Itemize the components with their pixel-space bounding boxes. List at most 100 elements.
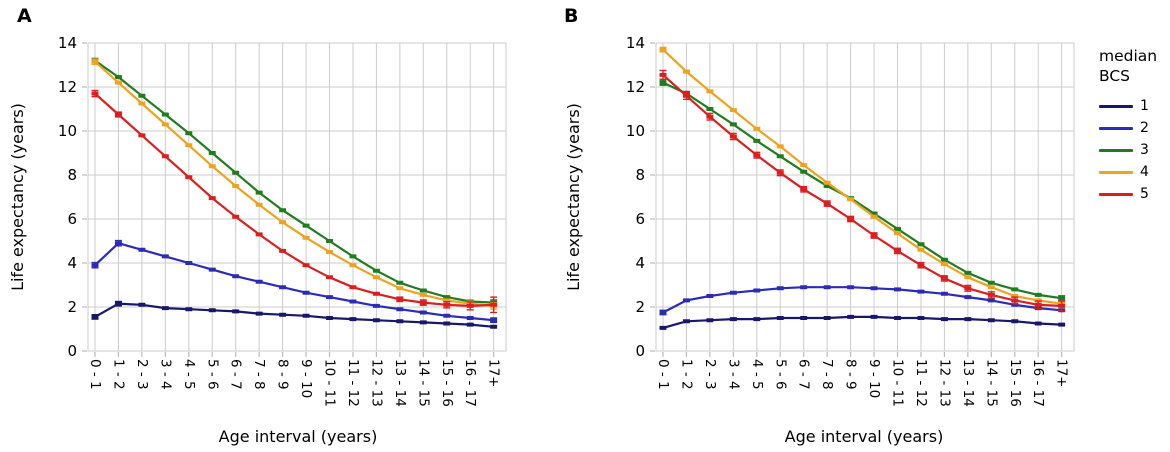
legend: median BCS 1 2 3 4 5: [1099, 46, 1170, 205]
x-tick-labels: 0 - 1 1 - 2 2 - 3 3 - 4 4 - 5 5 - 6 6 - 7 7 - 8…: [655, 352, 1070, 407]
data-point-marker: [372, 303, 380, 308]
series-line: [661, 315, 1063, 329]
y-axis-title-b: Life expectancy (years): [564, 103, 583, 291]
data-point-marker: [419, 300, 427, 305]
data-point-marker: [1034, 292, 1042, 297]
data-point-marker: [138, 101, 146, 106]
data-point-marker: [940, 257, 948, 262]
data-point-marker: [279, 248, 287, 253]
data-point-marker: [753, 288, 761, 293]
data-point-marker: [326, 275, 333, 280]
data-point-marker: [987, 285, 995, 290]
x-tick-label: 12 - 13: [368, 359, 384, 407]
data-point-marker: [208, 308, 216, 313]
y-tick-labels: 0 2 4 6 8 10 12 14: [626, 34, 655, 360]
data-point-marker: [847, 285, 855, 290]
series-line: [661, 48, 1063, 305]
series-bcs-3: [659, 79, 1066, 302]
data-point-marker: [466, 322, 474, 327]
data-point-marker: [138, 133, 146, 138]
x-tick-label: 4 - 5: [749, 359, 765, 390]
data-point-marker: [185, 307, 193, 312]
data-point-marker: [940, 291, 948, 296]
data-point-marker: [490, 302, 498, 307]
x-tick-label: 3 - 4: [157, 359, 173, 390]
data-point-marker: [302, 290, 310, 295]
data-point-marker: [847, 217, 855, 221]
data-point-marker: [823, 316, 831, 320]
series-bcs-4: [91, 58, 498, 310]
x-tick-label: 3 - 4: [725, 359, 741, 390]
x-tick-label: 10 - 11: [322, 359, 338, 407]
y-tick-labels: 0 2 4 6 8 10 12 14: [58, 34, 87, 360]
data-point-marker: [800, 187, 808, 192]
x-tick-label: 15 - 16: [439, 359, 455, 407]
data-point-marker: [91, 263, 99, 268]
data-point-marker: [396, 286, 404, 291]
data-point-marker: [255, 311, 263, 316]
y-tick-label: 14: [58, 34, 77, 52]
data-point-marker: [161, 306, 169, 311]
series-bcs-2: [659, 285, 1066, 316]
data-point-marker: [964, 275, 972, 280]
data-point-marker: [1058, 303, 1066, 308]
x-tick-label: 7 - 8: [819, 359, 835, 390]
data-point-marker: [279, 208, 287, 213]
data-point-marker: [208, 196, 216, 201]
plot-border: [87, 42, 507, 352]
x-tick-label: 14 - 15: [415, 359, 431, 407]
legend-entry-bcs-3: 3: [1099, 139, 1170, 161]
x-tick-label: 16 - 17: [462, 359, 478, 407]
legend-line-swatch-bcs-4: [1099, 170, 1133, 174]
data-point-marker: [753, 138, 761, 143]
legend-line-swatch-bcs-3: [1099, 148, 1133, 152]
y-tick-label: 4: [67, 254, 77, 272]
legend-entry-label: 1: [1140, 98, 1149, 114]
data-point-marker: [753, 126, 761, 131]
data-point-marker: [917, 316, 925, 320]
data-point-marker: [419, 310, 427, 315]
legend-entry-label: 4: [1140, 164, 1149, 180]
data-point-marker: [91, 91, 99, 96]
x-tick-label: 6 - 7: [796, 359, 812, 390]
x-tick-labels: 0 - 1 1 - 2 2 - 3 3 - 4 4 - 5 5 - 6 6 - 7 7 - 8…: [87, 352, 502, 407]
y-tick-label: 10: [626, 122, 645, 140]
data-point-marker: [894, 226, 901, 231]
data-point-marker: [232, 184, 240, 188]
legend-entry-bcs-2: 2: [1099, 117, 1170, 139]
x-tick-label: 17+: [486, 359, 502, 388]
data-point-marker: [232, 309, 240, 314]
data-point-marker: [823, 180, 831, 185]
data-point-marker: [682, 319, 690, 324]
y-tick-label: 14: [626, 34, 645, 52]
x-tick-label: 2 - 3: [702, 359, 718, 390]
data-point-marker: [490, 324, 498, 329]
data-point-marker: [396, 319, 404, 324]
data-point-marker: [302, 313, 310, 318]
data-point-marker: [114, 80, 122, 85]
x-tick-label: 6 - 7: [228, 359, 244, 390]
data-point-marker: [987, 318, 995, 323]
data-point-marker: [800, 316, 808, 320]
data-point-marker: [185, 131, 193, 136]
chart-a-plot: 0 2 4 6 8 10 12 14 0 - 1 1 - 2 2 - 3 3 - 4 4 - 5 5 - …: [58, 34, 507, 407]
data-point-marker: [114, 301, 122, 306]
x-tick-label: 17+: [1054, 359, 1070, 388]
data-point-marker: [940, 276, 948, 281]
series-line: [93, 92, 495, 307]
data-point-marker: [138, 302, 146, 307]
data-point-marker: [443, 295, 451, 300]
legend-line-swatch-bcs-2: [1099, 126, 1133, 130]
data-point-marker: [729, 134, 737, 139]
data-point-marker: [185, 261, 193, 265]
panel-b-label: B: [564, 5, 578, 27]
panel-a-label: A: [17, 5, 32, 27]
data-point-marker: [232, 214, 240, 219]
data-point-marker: [185, 143, 193, 148]
data-point-marker: [1058, 322, 1066, 327]
data-point-marker: [302, 235, 310, 240]
data-point-marker: [396, 297, 404, 302]
y-tick-label: 12: [626, 78, 645, 96]
series-bcs-5: [91, 89, 498, 314]
data-point-marker: [776, 154, 784, 159]
